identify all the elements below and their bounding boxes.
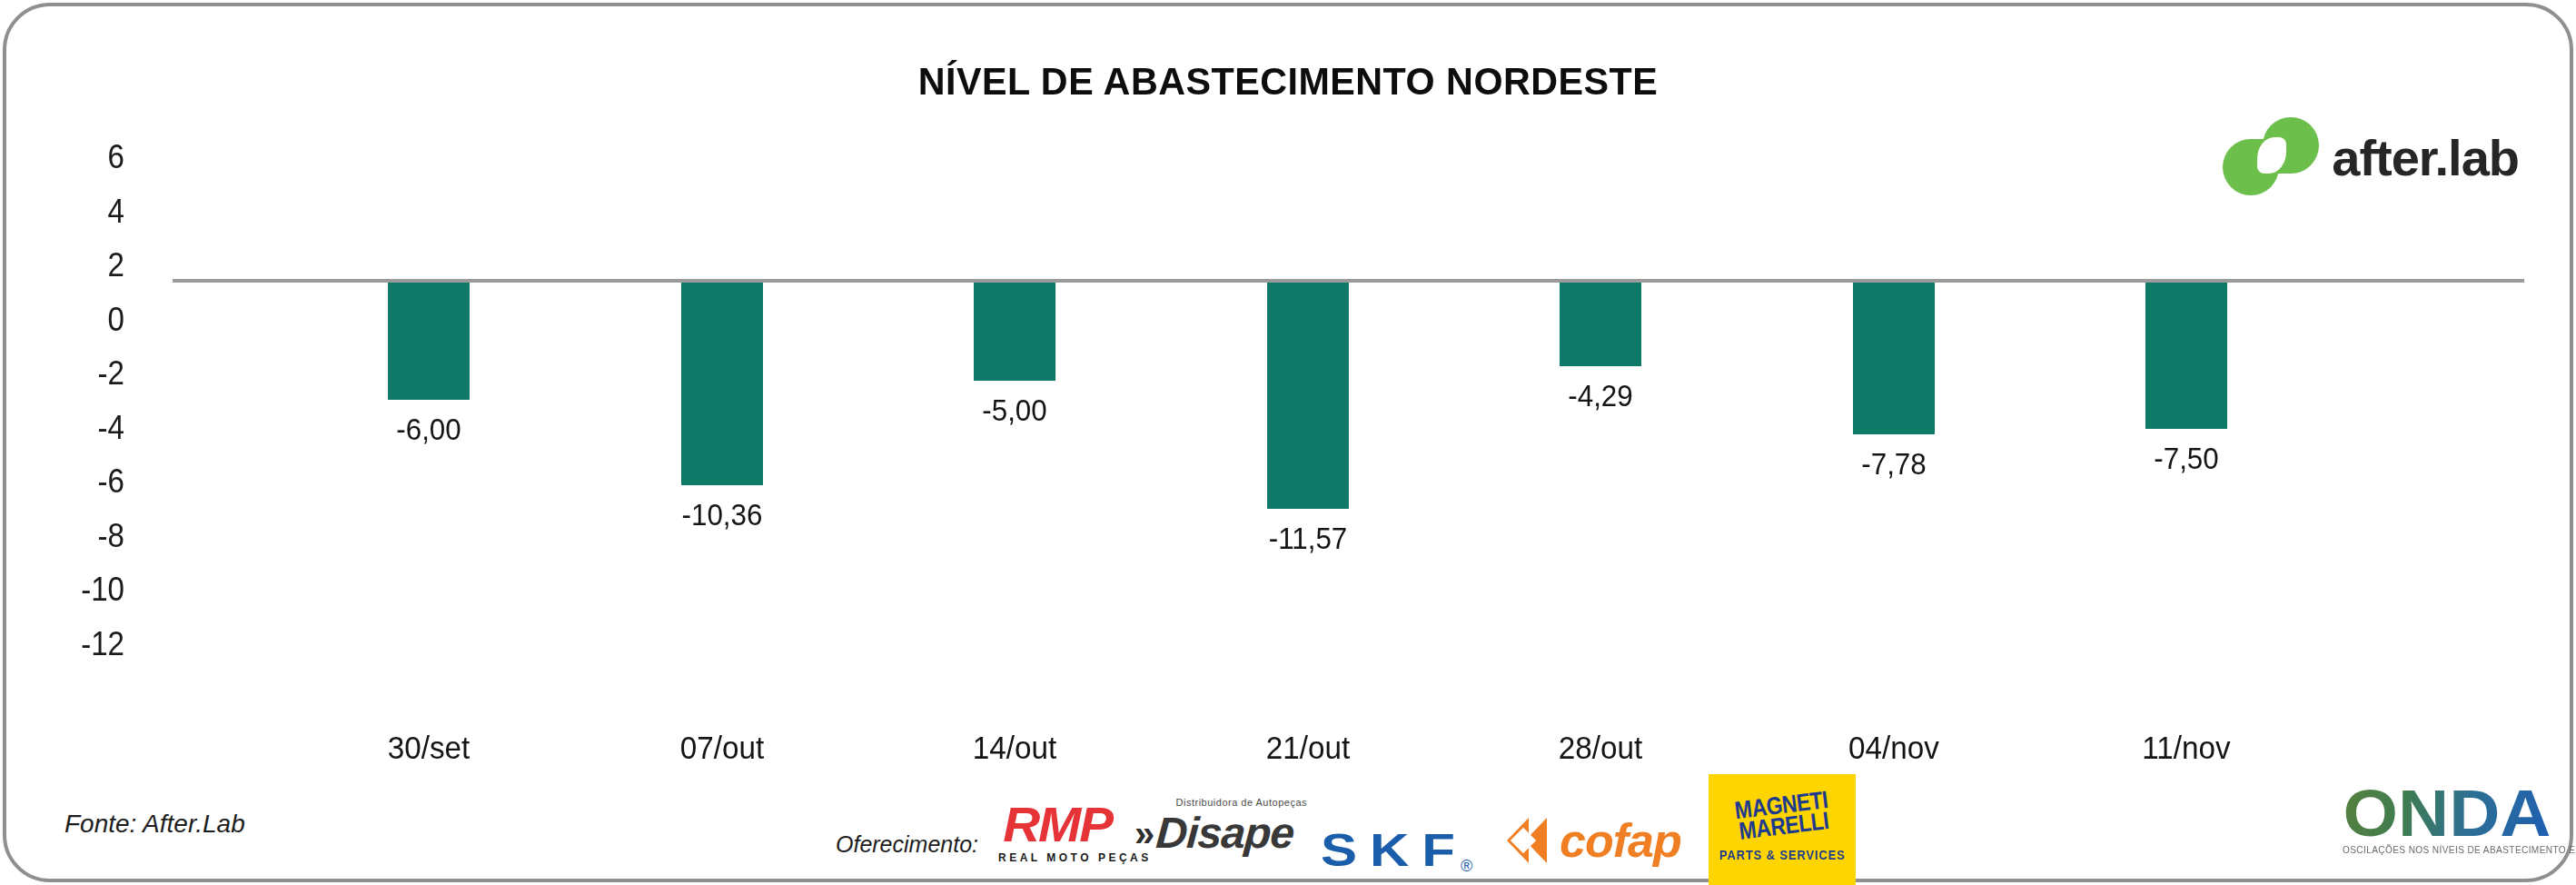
onda-logo: ONDA OSCILAÇÕES NOS NÍVEIS DE ABASTECIME…: [2333, 784, 2561, 855]
rmp-logo-text: RMP: [996, 800, 1120, 848]
x-axis-category-label: 07/out: [644, 730, 799, 766]
source-note: Fonte: After.Lab: [64, 810, 245, 839]
x-axis-category-label: 28/out: [1523, 730, 1679, 766]
bar-value-label: -11,57: [1230, 522, 1385, 556]
cofap-chevron-icon: [1507, 818, 1554, 863]
x-axis-category-label: 30/set: [352, 730, 507, 766]
y-axis-tick-label: -8: [15, 517, 124, 555]
bar: [1267, 283, 1349, 509]
bar: [974, 283, 1055, 381]
bar-value-label: -6,00: [352, 413, 507, 447]
disape-chevrons-icon: »: [1134, 815, 1154, 851]
cofap-logo: cofap: [1507, 813, 1681, 868]
magneti-marelli-subtext: PARTS & SERVICES: [1719, 848, 1846, 862]
y-axis-tick-label: -12: [15, 625, 124, 663]
bar-value-label: -7,50: [2109, 442, 2264, 476]
bar-value-label: -5,00: [937, 393, 1093, 428]
bar: [1560, 283, 1641, 366]
magneti-marelli-logo-text: MAGNETI MARELLI: [1733, 790, 1831, 842]
bar: [1853, 283, 1935, 434]
bar-value-label: -7,78: [1816, 447, 1971, 482]
y-axis-tick-label: -10: [15, 571, 124, 609]
y-axis-tick-label: 6: [15, 138, 124, 176]
bar-value-label: -10,36: [644, 498, 799, 532]
sponsorship-label: Oferecimento:: [836, 831, 978, 858]
onda-logo-subtext: OSCILAÇÕES NOS NÍVEIS DE ABASTECIMENTO E…: [2343, 844, 2551, 855]
cofap-logo-text: cofap: [1560, 813, 1681, 868]
y-axis-tick-label: 2: [15, 246, 124, 284]
bar: [388, 283, 470, 400]
onda-logo-text: ONDA: [2343, 784, 2551, 842]
disape-logo-subtext: Distribuidora de Autopeças: [1134, 797, 1307, 808]
y-axis-tick-label: -4: [15, 409, 124, 447]
y-axis-tick-label: -6: [15, 462, 124, 501]
bar: [2145, 283, 2227, 429]
x-axis-category-label: 21/out: [1230, 730, 1385, 766]
disape-logo-text: Disape: [1154, 808, 1295, 858]
magneti-marelli-logo: MAGNETI MARELLI PARTS & SERVICES: [1709, 774, 1856, 885]
chart-card: NÍVEL DE ABASTECIMENTO NORDESTE after.la…: [3, 3, 2573, 882]
plot-area: 6 4 2 0 -2 -4 -6 -8 -10 -12 -6,00 30/set -10,36 07/ou…: [6, 6, 2576, 885]
rmp-logo-subtext: REAL MOTO PEÇAS: [998, 851, 1116, 864]
y-axis-tick-label: 4: [15, 193, 124, 231]
skf-logo-text: SKF: [1321, 824, 1468, 876]
bar-value-label: -4,29: [1523, 379, 1679, 413]
bar: [681, 283, 763, 485]
x-axis-category-label: 14/out: [937, 730, 1093, 766]
y-axis-tick-label: 0: [15, 301, 124, 339]
rmp-logo: RMP REAL MOTO PEÇAS: [998, 800, 1116, 864]
y-axis-tick-label: -2: [15, 354, 124, 393]
x-axis-category-label: 11/nov: [2109, 730, 2264, 766]
skf-logo: SKF ®: [1321, 813, 1472, 876]
x-axis-category-label: 04/nov: [1816, 730, 1971, 766]
disape-logo: Distribuidora de Autopeças » Disape: [1134, 797, 1307, 858]
